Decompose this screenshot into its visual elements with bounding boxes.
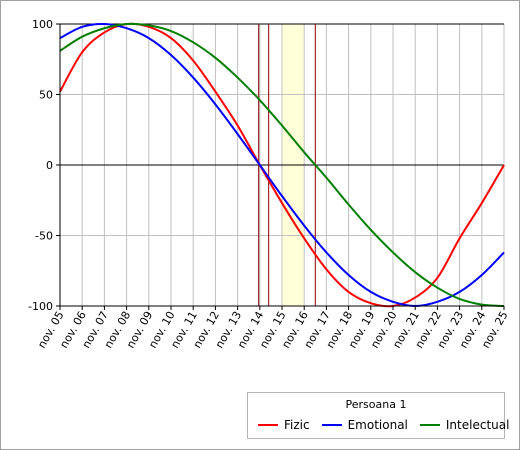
legend-item-emotional: Emotional bbox=[321, 418, 408, 432]
legend: Persoana 1 Fizic Emotional Intelectual bbox=[247, 392, 509, 439]
legend-item-fizic: Fizic bbox=[258, 418, 310, 432]
y-tick-label: -100 bbox=[28, 300, 53, 313]
y-tick-label: -50 bbox=[35, 230, 53, 243]
legend-label: Emotional bbox=[347, 418, 408, 432]
legend-swatch bbox=[419, 424, 440, 426]
y-tick-label: 100 bbox=[32, 18, 53, 31]
legend-swatch bbox=[321, 424, 342, 426]
y-tick-label: 50 bbox=[39, 89, 53, 102]
legend-items: Fizic Emotional Intelectual bbox=[258, 418, 520, 432]
legend-title: Persoana 1 bbox=[345, 398, 407, 411]
legend-item-intelectual: Intelectual bbox=[419, 418, 510, 432]
legend-label: Intelectual bbox=[445, 418, 510, 432]
legend-label: Fizic bbox=[284, 418, 310, 432]
series-line-intelectual bbox=[59, 22, 505, 307]
y-tick-label: 0 bbox=[46, 159, 53, 172]
legend-swatch bbox=[258, 424, 278, 426]
series-line-emotional bbox=[59, 22, 505, 308]
